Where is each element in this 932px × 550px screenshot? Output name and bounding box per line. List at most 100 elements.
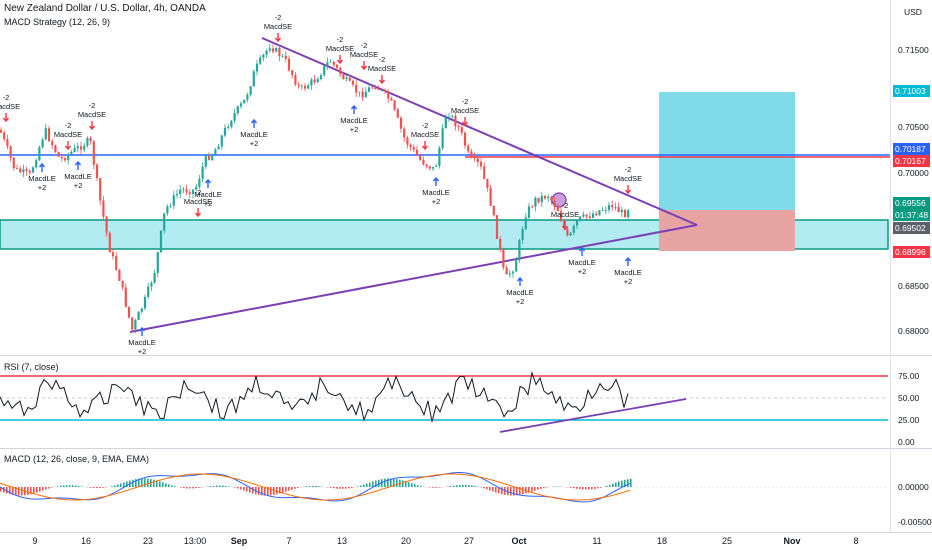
signal-label: -2 <box>625 165 632 174</box>
date-label: 27 <box>463 536 475 546</box>
candle-body <box>575 220 579 226</box>
signal-label: +2 <box>138 347 147 356</box>
macd-histogram-bar <box>612 483 614 487</box>
macd-histogram-bar <box>609 484 611 487</box>
candle-body <box>553 200 556 207</box>
macd-histogram-bar <box>309 485 311 487</box>
long-signal-icon[interactable] <box>350 104 358 114</box>
macd-histogram-bar <box>18 487 20 496</box>
long-signal-icon[interactable] <box>516 276 524 286</box>
candle-body <box>431 166 435 169</box>
candle-body <box>348 77 351 81</box>
short-signal-icon[interactable] <box>561 221 569 231</box>
candle-body <box>204 155 207 167</box>
macd-histogram-bar <box>528 487 530 493</box>
short-signal-icon[interactable] <box>378 75 386 85</box>
candle-body <box>380 89 383 91</box>
long-signal-icon[interactable] <box>138 326 146 336</box>
macd-histogram-bar <box>318 486 320 487</box>
candle-body <box>364 91 367 98</box>
long-signal-icon[interactable] <box>578 246 586 256</box>
stop-zone[interactable] <box>659 210 795 251</box>
macd-histogram-bar <box>360 485 362 487</box>
candle-body <box>191 189 195 194</box>
macd-histogram-bar <box>483 487 485 489</box>
macd-label[interactable]: MACD (12, 26, close, 9, EMA, EMA) <box>4 454 150 464</box>
candle-body <box>38 147 41 161</box>
long-signal-icon[interactable] <box>74 160 82 170</box>
candle-body <box>441 128 444 148</box>
short-signal-icon[interactable] <box>421 141 429 151</box>
macd-histogram-bar <box>126 481 128 487</box>
long-signal-icon[interactable] <box>432 176 440 186</box>
currency-label[interactable]: USD <box>904 7 922 17</box>
candle-body <box>310 79 313 86</box>
short-signal-icon[interactable] <box>2 113 10 123</box>
candle-body <box>105 216 108 233</box>
macd-histogram-bar <box>90 487 92 488</box>
candle-body <box>3 132 6 140</box>
long-signal-icon[interactable] <box>250 118 258 128</box>
short-signal-icon[interactable] <box>336 55 344 65</box>
signal-label: +2 <box>516 297 525 306</box>
macd-histogram-bar <box>345 487 347 489</box>
macd-histogram-bar <box>267 487 269 496</box>
signal-label: +2 <box>250 139 259 148</box>
short-signal-icon[interactable] <box>461 117 469 127</box>
candle-body <box>316 79 319 83</box>
short-signal-icon[interactable] <box>194 208 202 218</box>
chart-title: New Zealand Dollar / U.S. Dollar, 4h, OA… <box>4 3 206 14</box>
macd-histogram-bar <box>411 483 413 487</box>
macd-histogram-bar <box>135 479 137 487</box>
candle-body <box>454 115 457 127</box>
short-signal-icon[interactable] <box>274 33 282 43</box>
upper-trendline[interactable] <box>261 37 698 226</box>
candle-body <box>217 146 220 150</box>
candle-body <box>131 317 134 330</box>
rsi-trendline[interactable] <box>499 398 687 433</box>
macd-histogram-bar <box>624 479 626 487</box>
candle-body <box>236 106 239 114</box>
candle-body <box>313 79 316 83</box>
macd-histogram-bar <box>237 487 239 489</box>
pane-separator-rsi[interactable] <box>0 355 932 356</box>
short-signal-icon[interactable] <box>360 61 368 71</box>
macd-histogram-bar <box>594 487 596 489</box>
signal-label: +2 <box>578 267 587 276</box>
candle-body <box>588 216 591 218</box>
candle-body <box>483 166 486 179</box>
short-signal-icon[interactable] <box>624 185 632 195</box>
signal-label: MacdLE <box>194 190 222 199</box>
macd-histogram-bar <box>429 487 431 488</box>
macd-histogram-bar <box>366 483 368 487</box>
candle-body <box>111 252 115 257</box>
signal-label: MacdSE <box>551 210 579 219</box>
rsi-axis-label: 50.00 <box>898 393 920 403</box>
macd-histogram-bar <box>342 487 344 489</box>
target-zone[interactable] <box>659 92 795 210</box>
candle-body <box>422 160 425 165</box>
signal-label: MacdSE <box>184 197 212 206</box>
short-signal-icon[interactable] <box>88 121 96 131</box>
long-signal-icon[interactable] <box>38 162 46 172</box>
signal-label: MacdLE <box>422 188 450 197</box>
rsi-label[interactable]: RSI (7, close) <box>4 362 59 372</box>
macd-histogram-bar <box>168 484 170 487</box>
long-signal-icon[interactable] <box>624 256 632 266</box>
strategy-label[interactable]: MACD Strategy (12, 26, 9) <box>4 17 111 27</box>
candle-body <box>252 71 255 87</box>
candle-body <box>300 85 303 87</box>
signal-label: MacdSE <box>264 22 292 31</box>
candle-body <box>527 206 531 218</box>
candle-body <box>329 61 332 63</box>
macd-histogram-bar <box>357 486 359 487</box>
pane-separator-macd[interactable] <box>0 448 932 449</box>
candle-body <box>179 189 182 194</box>
candle-body <box>595 213 598 216</box>
macd-histogram-bar <box>486 487 488 490</box>
long-signal-icon[interactable] <box>204 178 212 188</box>
lower-trendline[interactable] <box>129 224 698 333</box>
short-signal-icon[interactable] <box>64 141 72 151</box>
macd-histogram-bar <box>534 487 536 491</box>
